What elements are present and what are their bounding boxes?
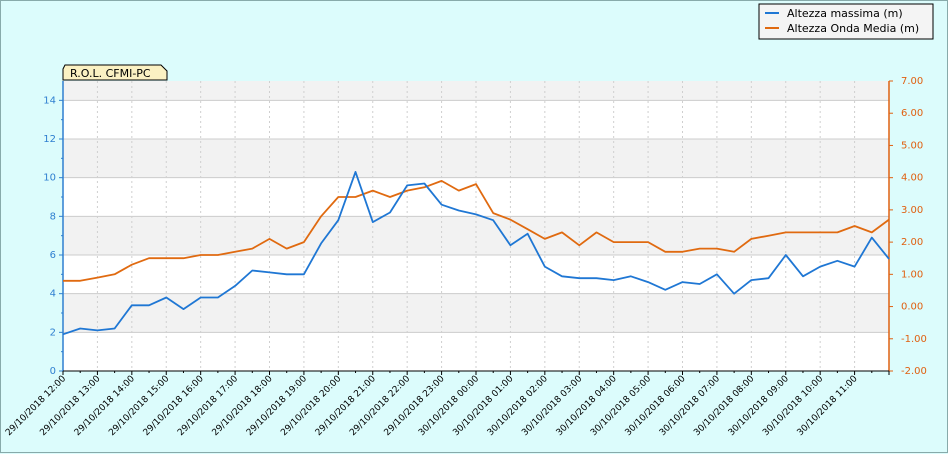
x-tick-label: 30/10/2018 07:00	[658, 374, 722, 438]
right-axis-ticks: -2.00 -1.00 0.00 1.00 2.00 3.00 4.00 5.00 6.00 7.…	[889, 76, 927, 377]
x-tick-label: 30/10/2018 08:00	[692, 374, 756, 438]
right-tick-label: 3.00	[901, 205, 923, 216]
legend: Altezza massima (m) Altezza Onda Media (…	[758, 3, 934, 40]
x-tick-label: 29/10/2018 17:00	[176, 374, 240, 438]
x-tick-label: 30/10/2018 00:00	[417, 374, 481, 438]
x-tick-label: 30/10/2018 01:00	[451, 374, 515, 438]
x-tick-label: 29/10/2018 14:00	[73, 374, 137, 438]
x-tick-label: 29/10/2018 15:00	[107, 374, 171, 438]
left-tick-label: 0	[50, 366, 56, 377]
x-tick-label: 30/10/2018 06:00	[624, 374, 688, 438]
x-tick-label: 29/10/2018 13:00	[38, 374, 102, 438]
x-tick-label: 29/10/2018 21:00	[314, 374, 378, 438]
x-tick-label: 30/10/2018 09:00	[727, 374, 791, 438]
left-tick-label: 8	[50, 211, 56, 222]
plot-band	[63, 81, 889, 101]
left-tick-label: 14	[43, 95, 56, 106]
x-tick-label: 30/10/2018 11:00	[796, 374, 860, 438]
legend-label-series-2: Altezza Onda Media (m)	[787, 22, 919, 35]
left-tick-label: 6	[50, 250, 56, 261]
right-tick-label: 0.00	[901, 302, 923, 313]
x-tick-label: 29/10/2018 20:00	[279, 374, 343, 438]
right-tick-label: 2.00	[901, 237, 923, 248]
x-tick-label: 30/10/2018 02:00	[486, 374, 550, 438]
x-tick-label: 29/10/2018 18:00	[211, 374, 275, 438]
left-tick-label: 10	[43, 173, 56, 184]
left-tick-label: 2	[50, 327, 56, 338]
left-axis-ticks: 0 2 4 6 8 10 12 14	[43, 95, 63, 377]
chart-title-badge: R.O.L. CFMI-PC	[62, 64, 168, 81]
right-tick-label: -1.00	[901, 334, 927, 345]
x-tick-label: 29/10/2018 23:00	[383, 374, 447, 438]
x-tick-label: 29/10/2018 12:00	[4, 374, 68, 438]
series-line-altezza-massima	[62, 170, 890, 336]
x-tick-label: 30/10/2018 10:00	[761, 374, 825, 438]
right-tick-label: 7.00	[901, 76, 923, 87]
left-tick-label: 12	[43, 134, 56, 145]
x-tick-label: 29/10/2018 16:00	[142, 374, 206, 438]
series-line-onda-media	[63, 179, 890, 282]
right-tick-label: 6.00	[901, 108, 923, 119]
right-tick-label: 5.00	[901, 140, 923, 151]
right-tick-label: 4.00	[901, 173, 923, 184]
right-tick-label: -2.00	[901, 366, 927, 377]
chart-title: R.O.L. CFMI-PC	[70, 67, 151, 80]
right-tick-label: 1.00	[901, 269, 923, 280]
x-tick-label: 30/10/2018 05:00	[589, 374, 653, 438]
legend-label-series-1: Altezza massima (m)	[787, 7, 903, 20]
left-tick-label: 4	[50, 289, 56, 300]
series-lines	[62, 170, 890, 336]
x-tick-label: 30/10/2018 03:00	[520, 374, 584, 438]
x-tick-label: 29/10/2018 19:00	[245, 374, 309, 438]
x-tick-label: 30/10/2018 04:00	[555, 374, 619, 438]
x-tick-label: 29/10/2018 22:00	[348, 374, 412, 438]
